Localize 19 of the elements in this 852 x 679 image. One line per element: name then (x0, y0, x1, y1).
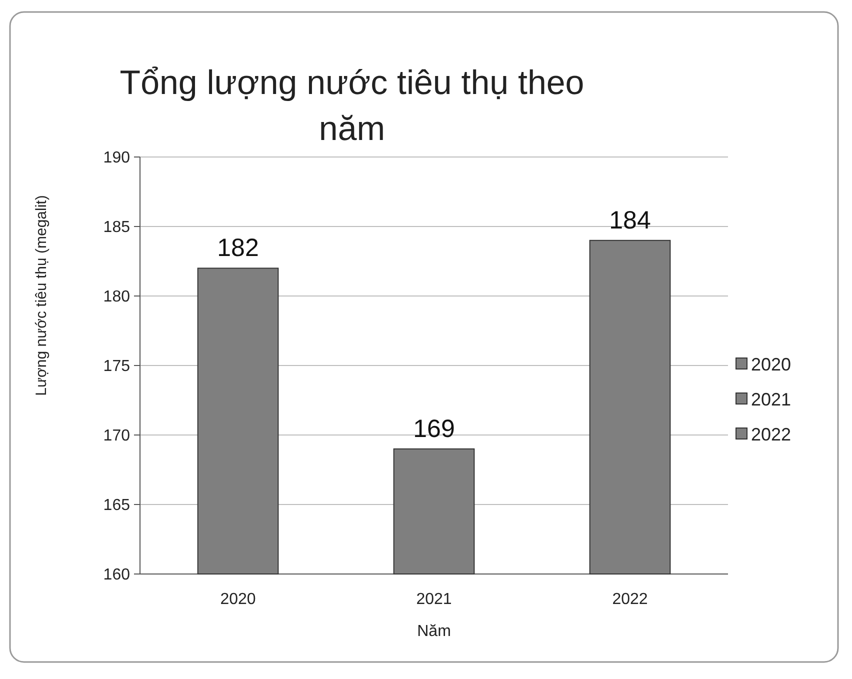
data-label: 182 (217, 234, 259, 262)
y-tick-label: 160 (103, 566, 130, 584)
x-tick-label: 2021 (416, 591, 452, 608)
legend-label: 2020 (751, 354, 792, 374)
y-tick-label: 185 (103, 219, 130, 236)
x-axis-title: Năm (417, 623, 451, 640)
y-tick-label: 170 (103, 428, 130, 445)
y-tick-label: 180 (103, 288, 130, 306)
legend-label: 2022 (751, 424, 792, 444)
chart-title: Tổng lượng nước tiêu thụ theo năm (120, 64, 584, 148)
legend-label: 2021 (751, 389, 792, 410)
y-tick-label: 175 (103, 358, 130, 376)
y-tick-label: 190 (103, 150, 130, 167)
y-tick-label: 165 (103, 497, 130, 514)
data-label: 169 (413, 414, 455, 443)
data-label: 184 (609, 206, 651, 234)
x-tick-label: 2020 (220, 591, 256, 608)
x-tick-label: 2022 (612, 591, 648, 608)
y-axis-title: Lượng nước tiêu thụ (megalit) (33, 195, 50, 396)
